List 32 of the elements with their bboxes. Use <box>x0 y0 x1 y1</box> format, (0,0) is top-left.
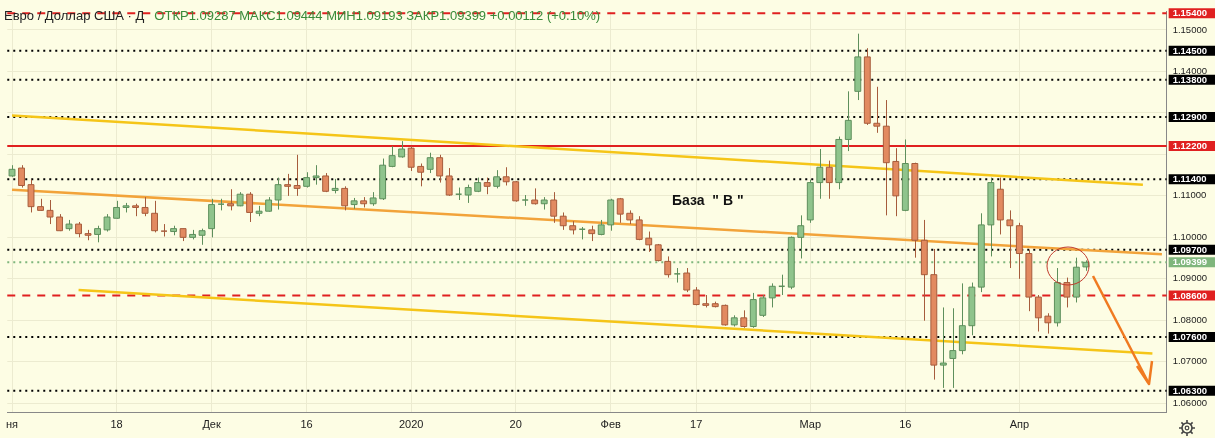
ref-line-label: 1.12200 <box>1172 140 1207 152</box>
x-tick-label: Мар <box>799 418 822 431</box>
y-tick-label: 1.09000 <box>1172 272 1207 284</box>
annotation: База " В " <box>672 192 744 208</box>
x-tick-label: 2020 <box>398 418 424 431</box>
ref-line-label: 1.15400 <box>1172 7 1207 19</box>
x-tick-label: ня <box>6 418 19 431</box>
x-tick-label: 17 <box>690 418 703 431</box>
ref-line-label: 1.11400 <box>1172 173 1207 185</box>
x-tick-label: Фев <box>600 418 622 431</box>
y-tick-label: 1.10000 <box>1172 230 1207 242</box>
x-tick-label: Дек <box>202 418 221 431</box>
ref-line-label: 1.08600 <box>1172 289 1207 301</box>
x-tick-label: 18 <box>110 418 123 431</box>
ref-line-label: 1.06300 <box>1172 384 1207 396</box>
y-tick-label: 1.08000 <box>1172 313 1207 325</box>
candlestick <box>160 223 168 238</box>
y-tick-label: 1.11000 <box>1172 189 1207 201</box>
y-tick-label: 1.07000 <box>1172 355 1207 367</box>
ref-line-label: 1.09399 <box>1172 256 1207 268</box>
x-tick-label: 16 <box>300 418 313 431</box>
chart-subtitle: ОТКР1.09287 МАКС1.09444 МИН1.09193 ЗАКР1.09399 +0.00112 (+0.10%) <box>154 8 601 23</box>
ref-line-label: 1.09700 <box>1172 243 1207 255</box>
ref-line-label: 1.12900 <box>1172 111 1207 123</box>
x-tick-label: 20 <box>509 418 522 431</box>
y-tick-label: 1.06000 <box>1172 396 1207 408</box>
ref-line-label: 1.14500 <box>1172 44 1207 56</box>
chart-title: Евро / Доллар США · Д <box>4 8 145 23</box>
ref-line-label: 1.07600 <box>1172 331 1207 343</box>
x-tick-label: 16 <box>899 418 912 431</box>
y-tick-label: 1.15000 <box>1172 23 1207 35</box>
x-tick-label: Апр <box>1009 418 1030 431</box>
